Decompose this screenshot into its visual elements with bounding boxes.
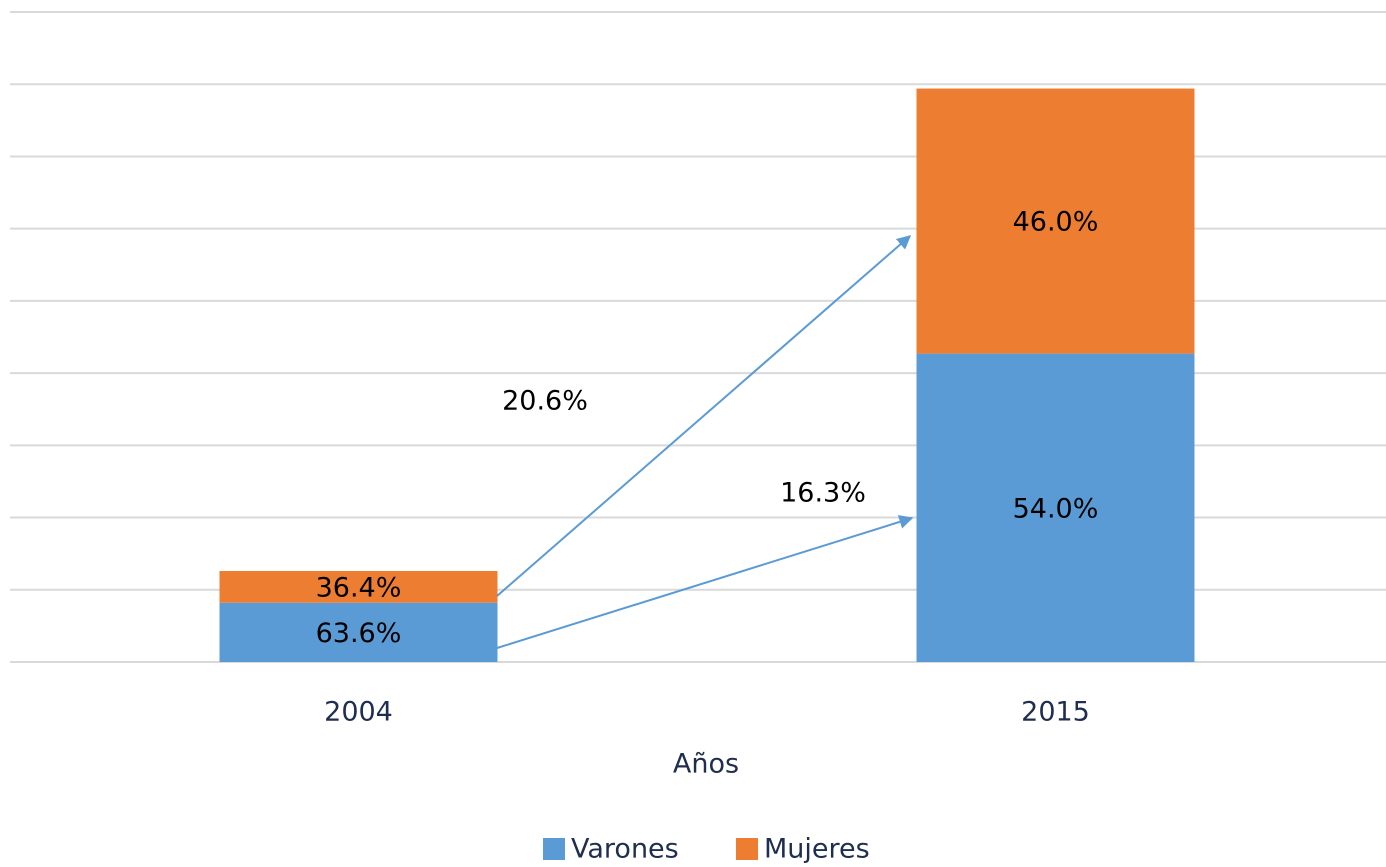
data-label: 46.0% <box>1013 207 1099 238</box>
legend-label: Varones <box>571 834 679 865</box>
data-label: 36.4% <box>316 572 402 603</box>
annotation: 20.6% <box>502 386 588 417</box>
bar-segment <box>219 571 498 603</box>
bar-segment <box>916 88 1195 354</box>
x-tick-label: 2004 <box>324 697 393 728</box>
x-axis-label: Años <box>673 749 739 780</box>
bar-segment <box>916 353 1195 662</box>
legend-swatch <box>543 838 565 860</box>
arrow <box>496 515 914 649</box>
bar-segment <box>219 602 498 662</box>
annotation: 16.3% <box>780 478 866 509</box>
arrow <box>496 235 912 597</box>
data-label: 54.0% <box>1013 493 1099 524</box>
legend-swatch <box>736 838 758 860</box>
data-label: 63.6% <box>316 618 402 649</box>
x-tick-label: 2015 <box>1021 697 1090 728</box>
legend-label: Mujeres <box>764 834 870 865</box>
labels: 2004 63.6% 36.4% 2015 54.0% 46.0% Varones Mujer… <box>316 207 1099 865</box>
bars <box>219 88 1195 662</box>
